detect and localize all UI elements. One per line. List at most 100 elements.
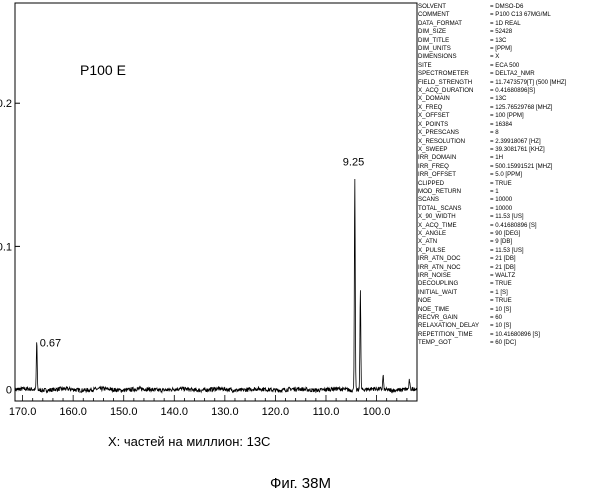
parameter-row: X_ATN= 9 [DB] — [418, 238, 601, 246]
parameter-row: IRR_ATN_DOC= 21 [DB] — [418, 255, 601, 263]
parameter-name: SCANS — [418, 196, 490, 204]
parameter-row: X_SWEEP= 39.3081761 [KHZ] — [418, 146, 601, 154]
parameter-row: RELAXATION_DELAY= 10 [S] — [418, 322, 601, 330]
parameter-value: = 16384 — [490, 121, 601, 129]
figure-caption: Фиг. 38М — [0, 475, 601, 492]
parameter-row: X_RESOLUTION= 2.39918067 [HZ] — [418, 138, 601, 146]
parameter-value: = 10 [S] — [490, 322, 601, 330]
parameter-name: IRR_FREQ — [418, 163, 490, 171]
parameter-row: IRR_OFFSET= 5.0 [PPM] — [418, 171, 601, 179]
x-tick-label: 150.0 — [110, 406, 138, 418]
parameter-row: DIM_SIZE= 52428 — [418, 28, 601, 36]
parameter-name: FIELD_STRENGTH — [418, 79, 490, 87]
parameter-name: DIM_TITLE — [418, 37, 490, 45]
parameter-row: SPECTROMETER= DELTA2_NMR — [418, 70, 601, 78]
x-axis: 170.0160.0150.0140.0130.0120.0110.0100.0 — [9, 395, 407, 418]
parameter-value: = 52428 — [490, 28, 601, 36]
parameter-value: = 100 [PPM] — [490, 112, 601, 120]
parameter-row: COMMENT= P100 C13 67MG/ML — [418, 11, 601, 19]
parameter-value: = 8 — [490, 129, 601, 137]
parameter-row: X_ACQ_TIME= 0.41680896 [S] — [418, 222, 601, 230]
parameter-value: = 0.41680896[S] — [490, 87, 601, 95]
parameter-name: IRR_ATN_DOC — [418, 255, 490, 263]
x-tick-label: 100.0 — [363, 406, 391, 418]
parameter-row: NOE= TRUE — [418, 297, 601, 305]
parameter-row: X_PULSE= 11.53 [US] — [418, 247, 601, 255]
parameter-value: = 10.41680896 [S] — [490, 331, 601, 339]
parameter-value: = 1 — [490, 188, 601, 196]
y-tick-label: 0.1 — [0, 241, 12, 253]
x-tick-label: 120.0 — [262, 406, 290, 418]
parameter-name: COMMENT — [418, 11, 490, 19]
parameter-value: = 39.3081761 [KHZ] — [490, 146, 601, 154]
parameter-row: X_FREQ= 125.76529768 [MHZ] — [418, 104, 601, 112]
parameter-name: SOLVENT — [418, 3, 490, 11]
parameter-row: X_POINTS= 16384 — [418, 121, 601, 129]
parameter-name: X_OFFSET — [418, 112, 490, 120]
parameter-name: X_ATN — [418, 238, 490, 246]
parameter-value: = 1H — [490, 154, 601, 162]
parameter-value: = 11.53 [US] — [490, 247, 601, 255]
parameter-name: RECVR_GAIN — [418, 314, 490, 322]
parameter-value: = 21 [DB] — [490, 264, 601, 272]
parameter-row: DIM_UNITS= [PPM] — [418, 45, 601, 53]
peak-label: 9.25 — [343, 157, 364, 169]
parameter-name: RELAXATION_DELAY — [418, 322, 490, 330]
parameter-name: X_ACQ_DURATION — [418, 87, 490, 95]
parameter-name: NOE — [418, 297, 490, 305]
y-tick-label: 0.2 — [0, 98, 12, 110]
parameter-name: SITE — [418, 62, 490, 70]
parameter-value: = 13C — [490, 37, 601, 45]
sample-title: P100 E — [80, 62, 126, 78]
parameter-name: TOTAL_SCANS — [418, 205, 490, 213]
parameter-row: DECOUPLING= TRUE — [418, 280, 601, 288]
parameter-row: SITE= ECA 500 — [418, 62, 601, 70]
parameter-name: IRR_DOMAIN — [418, 154, 490, 162]
parameter-name: X_PULSE — [418, 247, 490, 255]
parameter-name: DATA_FORMAT — [418, 20, 490, 28]
x-tick-label: 140.0 — [161, 406, 189, 418]
parameter-name: X_90_WIDTH — [418, 213, 490, 221]
parameter-value: = 500.15991521 [MHZ] — [490, 163, 601, 171]
parameter-name: X_SWEEP — [418, 146, 490, 154]
x-tick-label: 130.0 — [211, 406, 239, 418]
parameter-row: IRR_FREQ= 500.15991521 [MHZ] — [418, 163, 601, 171]
parameter-name: X_RESOLUTION — [418, 138, 490, 146]
parameter-row: REPETITION_TIME= 10.41680896 [S] — [418, 331, 601, 339]
parameter-value: = 13C — [490, 95, 601, 103]
parameter-row: IRR_DOMAIN= 1H — [418, 154, 601, 162]
peak-label: 0.67 — [40, 338, 61, 350]
parameter-row: INITIAL_WAIT= 1 [S] — [418, 289, 601, 297]
x-tick-label: 110.0 — [313, 406, 340, 418]
spectrum-line — [15, 179, 417, 392]
parameter-value: = TRUE — [490, 297, 601, 305]
parameter-name: DIM_UNITS — [418, 45, 490, 53]
parameter-row: IRR_ATN_NOC= 21 [DB] — [418, 264, 601, 272]
parameter-name: INITIAL_WAIT — [418, 289, 490, 297]
parameter-name: NOE_TIME — [418, 306, 490, 314]
parameter-value: = 11.53 [US] — [490, 213, 601, 221]
parameter-row: CLIPPED= TRUE — [418, 180, 601, 188]
parameter-row: X_ACQ_DURATION= 0.41680896[S] — [418, 87, 601, 95]
acquisition-parameters: SOLVENT= DMSO-D6COMMENT= P100 C13 67MG/M… — [418, 3, 601, 348]
parameter-row: SOLVENT= DMSO-D6 — [418, 3, 601, 11]
y-axis: 0.20.10 — [0, 98, 20, 396]
parameter-row: X_ANGLE= 90 [DEG] — [418, 230, 601, 238]
x-tick-label: 160.0 — [59, 406, 87, 418]
parameter-value: = 60 — [490, 314, 601, 322]
parameter-name: TEMP_GOT — [418, 339, 490, 347]
parameter-value: = 5.0 [PPM] — [490, 171, 601, 179]
parameter-value: = TRUE — [490, 180, 601, 188]
parameter-name: X_PRESCANS — [418, 129, 490, 137]
parameter-value: = 10 [S] — [490, 306, 601, 314]
parameter-name: REPETITION_TIME — [418, 331, 490, 339]
parameter-value: = X — [490, 53, 601, 61]
parameter-value: = 125.76529768 [MHZ] — [490, 104, 601, 112]
parameter-row: SCANS= 10000 — [418, 196, 601, 204]
parameter-value: = ECA 500 — [490, 62, 601, 70]
parameter-row: RECVR_GAIN= 60 — [418, 314, 601, 322]
parameter-row: DIM_TITLE= 13C — [418, 37, 601, 45]
parameter-value: = 21 [DB] — [490, 255, 601, 263]
parameter-name: X_FREQ — [418, 104, 490, 112]
parameter-name: X_POINTS — [418, 121, 490, 129]
